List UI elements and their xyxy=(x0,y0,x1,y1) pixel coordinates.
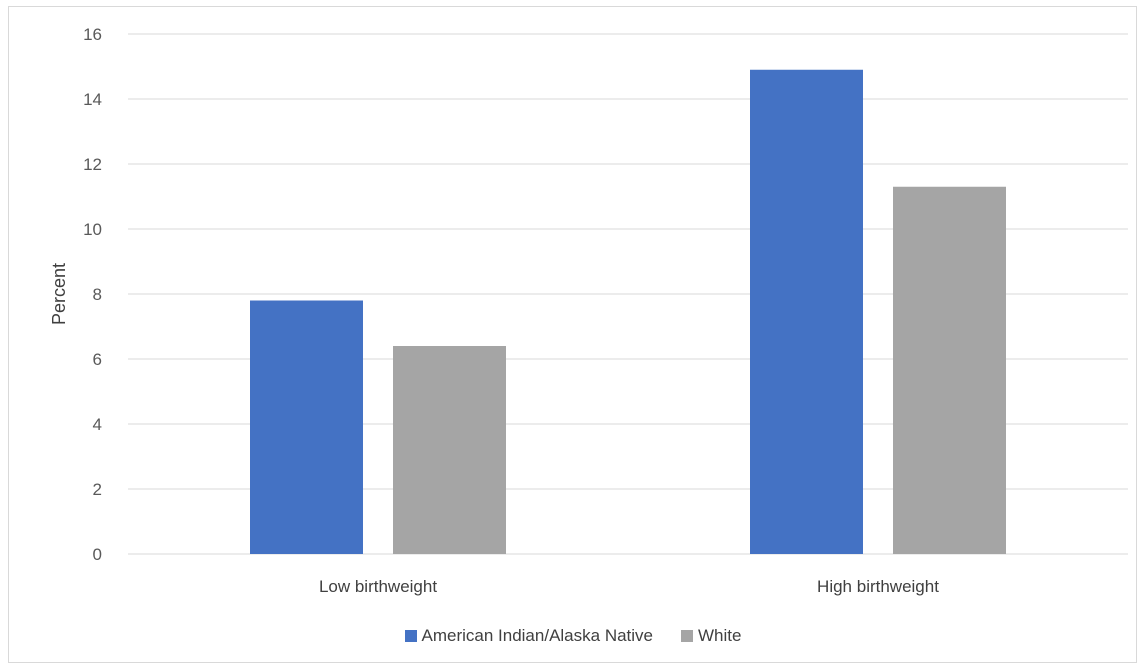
bar-american-indian-alaska-native-2 xyxy=(750,69,863,554)
y-tick-label: 8 xyxy=(93,285,102,304)
legend-swatch xyxy=(681,630,694,642)
y-tick-label: 4 xyxy=(93,415,102,434)
y-axis-ticks: 0 2 4 6 8 10 12 14 16 xyxy=(83,25,102,564)
x-axis-categories: Low birthweight High birthweight xyxy=(319,577,939,596)
legend-item: American Indian/Alaska Native xyxy=(404,626,654,646)
legend-item: White xyxy=(681,626,741,646)
y-tick-label: 14 xyxy=(83,90,102,109)
y-tick-label: 10 xyxy=(83,220,102,239)
legend-label: White xyxy=(698,626,742,645)
legend: American Indian/Alaska Native White xyxy=(0,626,1146,647)
y-tick-label: 16 xyxy=(83,25,102,44)
bar-white-2 xyxy=(893,186,1006,554)
bars xyxy=(250,69,1006,554)
legend-swatch xyxy=(404,630,417,642)
x-category-label: Low birthweight xyxy=(319,577,437,596)
y-axis-title: Percent xyxy=(49,263,69,325)
y-tick-label: 2 xyxy=(93,480,102,499)
legend-label: American Indian/Alaska Native xyxy=(421,626,654,645)
bar-white-1 xyxy=(393,346,506,554)
bar-american-indian-alaska-native-1 xyxy=(250,300,363,554)
y-tick-label: 0 xyxy=(93,545,102,564)
y-tick-label: 12 xyxy=(83,155,102,174)
x-category-label: High birthweight xyxy=(817,577,939,596)
y-tick-label: 6 xyxy=(93,350,102,369)
